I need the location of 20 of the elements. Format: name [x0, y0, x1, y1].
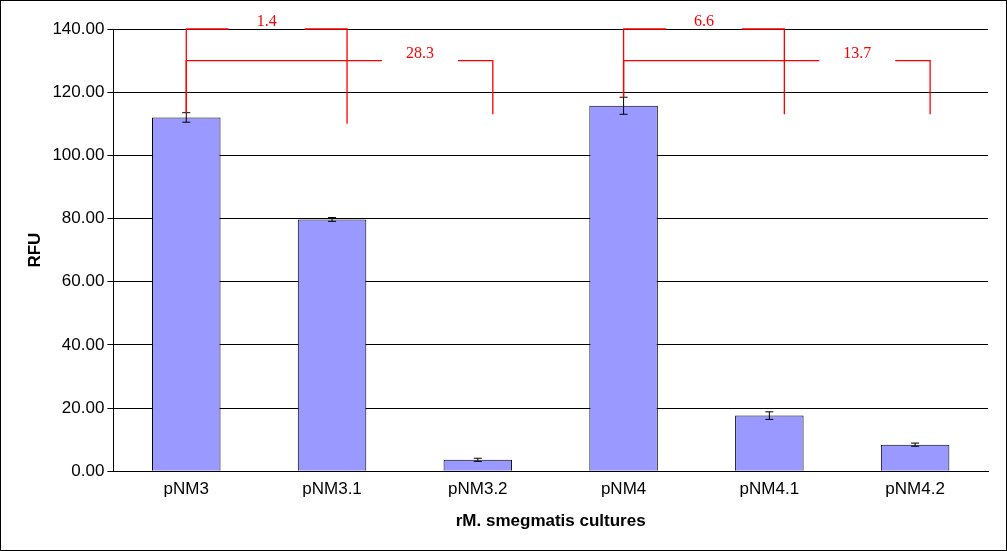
x-tick-label: pNM4	[600, 479, 647, 499]
y-tick-label: 100.00	[52, 145, 105, 165]
text: 1.4	[256, 12, 277, 29]
y-tick-label: 60.00	[61, 271, 105, 291]
y-tick-label: 0.00	[71, 460, 105, 480]
y-tick-label: 40.00	[61, 334, 105, 354]
annotation: 13.7	[843, 43, 872, 61]
y-tick-label: 120.00	[52, 81, 105, 101]
y-tick-label: 80.00	[61, 208, 105, 228]
y-axis-title: RFU	[24, 232, 44, 268]
x-tick-label: pNM3.1	[302, 479, 362, 499]
x-axis-title: rM. smegmatis cultures	[455, 511, 646, 531]
y-tick-label: 20.00	[61, 397, 105, 417]
annotation: 28.3	[405, 43, 434, 61]
y-tick-label: 140.00	[52, 18, 105, 38]
x-tick-label: pNM3	[163, 479, 209, 499]
x-tick-label: pNM4.1	[739, 479, 800, 499]
x-tick-label: pNM3.2	[448, 479, 508, 499]
text: 6.6	[693, 12, 714, 29]
x-tick-label: pNM4.2	[885, 479, 945, 499]
